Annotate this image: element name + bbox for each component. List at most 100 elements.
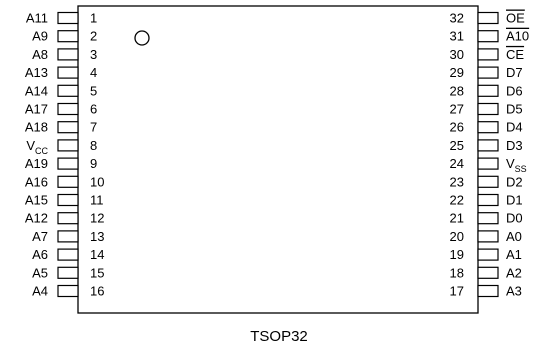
right-pin-signal-17: A3 (506, 284, 522, 299)
right-pin-label-30: CE (506, 47, 524, 62)
pin-29: 29 D7 (450, 65, 523, 80)
pin-number-28: 28 (450, 83, 464, 98)
right-pin-label-27: D5 (506, 102, 523, 117)
pin-15: 15 A5 (32, 265, 104, 280)
pin-lead-13 (57, 230, 79, 243)
pin-number-24: 24 (450, 156, 464, 171)
right-pin-signal-24: V (506, 156, 515, 171)
pin-13: 13 A7 (32, 229, 104, 244)
pin-number-17: 17 (450, 284, 464, 299)
pin-5: 5 A14 (25, 83, 97, 98)
right-pin-signal-30: CE (506, 47, 524, 62)
pin-number-16: 16 (90, 284, 104, 299)
pin-number-31: 31 (450, 29, 464, 44)
pin-lead-16 (57, 284, 79, 298)
pin-number-20: 20 (450, 229, 464, 244)
pin-lead-7 (57, 121, 79, 134)
left-pin-signal-14: A6 (32, 247, 48, 262)
pin-number-26: 26 (450, 120, 464, 135)
left-pin-signal-2: A9 (32, 29, 48, 44)
pin-lead-20 (477, 230, 499, 243)
pin-31: 31 A10 (450, 29, 530, 44)
right-pin-signal-19: A1 (506, 247, 522, 262)
left-pin-signal-6: A17 (25, 102, 48, 117)
pin-27: 27 D5 (450, 102, 523, 117)
pin-25: 25 D3 (450, 138, 523, 153)
pin-21: 21 D0 (450, 211, 523, 226)
right-pin-label-21: D0 (506, 211, 523, 226)
left-pin-label-5: A14 (25, 83, 48, 98)
left-pin-label-11: A15 (25, 193, 48, 208)
left-pin-signal-11: A15 (25, 193, 48, 208)
pin-number-22: 22 (450, 193, 464, 208)
pin1-marker-circle (134, 30, 150, 46)
pin-lead-19 (477, 248, 499, 261)
left-pin-label-2: A9 (32, 29, 48, 44)
pin-9: 9 A19 (25, 156, 97, 171)
pin-number-15: 15 (90, 265, 104, 280)
right-pin-label-18: A2 (506, 265, 522, 280)
pin-lead-1 (57, 11, 79, 25)
right-pin-signal-26: D4 (506, 120, 523, 135)
pin-lead-25 (477, 139, 499, 152)
pin-30: 30 CE (450, 47, 525, 62)
left-pin-signal-13: A7 (32, 229, 48, 244)
right-pin-signal-18: A2 (506, 265, 522, 280)
pin-7: 7 A18 (25, 120, 97, 135)
pin-lead-26 (477, 121, 499, 134)
pin-number-13: 13 (90, 229, 104, 244)
left-pin-signal-5: A14 (25, 83, 48, 98)
right-pin-label-22: D1 (506, 193, 523, 208)
left-pin-label-10: A16 (25, 174, 48, 189)
pin-17: 17 A3 (450, 284, 522, 299)
pin-number-11: 11 (90, 193, 104, 208)
pin-number-30: 30 (450, 47, 464, 62)
right-pin-signal-32: OE (506, 11, 525, 26)
left-pin-subscript-8: CC (35, 146, 48, 156)
pin-number-4: 4 (90, 65, 97, 80)
left-pin-signal-10: A16 (25, 174, 48, 189)
pin-24: 24 VSS (450, 156, 527, 174)
pin-lead-18 (477, 266, 499, 279)
pin-lead-30 (477, 48, 499, 61)
left-pin-signal-7: A18 (25, 120, 48, 135)
pin-lead-21 (477, 212, 499, 225)
pin-26: 26 D4 (450, 120, 523, 135)
right-pin-label-19: A1 (506, 247, 522, 262)
pin-number-9: 9 (90, 156, 97, 171)
pin-32: 32 OE (450, 11, 526, 26)
pin-number-21: 21 (450, 211, 464, 226)
pin-number-29: 29 (450, 65, 464, 80)
right-pin-label-31: A10 (506, 29, 529, 44)
pin-2: 2 A9 (32, 29, 97, 44)
pin-number-25: 25 (450, 138, 464, 153)
right-pin-signal-28: D6 (506, 83, 523, 98)
left-pin-signal-12: A12 (25, 211, 48, 226)
right-pin-label-20: A0 (506, 229, 522, 244)
left-pin-signal-9: A19 (25, 156, 48, 171)
right-pin-label-29: D7 (506, 65, 523, 80)
pin-lead-6 (57, 102, 79, 116)
pin-number-8: 8 (90, 138, 97, 153)
pin-lead-14 (57, 248, 79, 261)
pin-number-32: 32 (450, 11, 464, 26)
left-pin-signal-4: A13 (25, 65, 48, 80)
pin-19: 19 A1 (450, 247, 522, 262)
pin-lead-15 (57, 266, 79, 279)
pin-number-19: 19 (450, 247, 464, 262)
left-pin-signal-3: A8 (32, 47, 48, 62)
pin-12: 12 A12 (25, 211, 105, 226)
pin-number-14: 14 (90, 247, 104, 262)
right-pin-signal-29: D7 (506, 65, 523, 80)
left-pin-label-12: A12 (25, 211, 48, 226)
pin-3: 3 A8 (32, 47, 97, 62)
pin-number-10: 10 (90, 174, 104, 189)
left-pin-label-7: A18 (25, 120, 48, 135)
right-pin-signal-22: D1 (506, 193, 523, 208)
pin-number-27: 27 (450, 102, 464, 117)
pin-23: 23 D2 (450, 174, 523, 189)
pin-11: 11 A15 (25, 193, 104, 208)
left-pin-label-1: A11 (26, 11, 48, 26)
pin-lead-12 (57, 212, 79, 225)
pin-1: 1 A11 (26, 11, 97, 26)
